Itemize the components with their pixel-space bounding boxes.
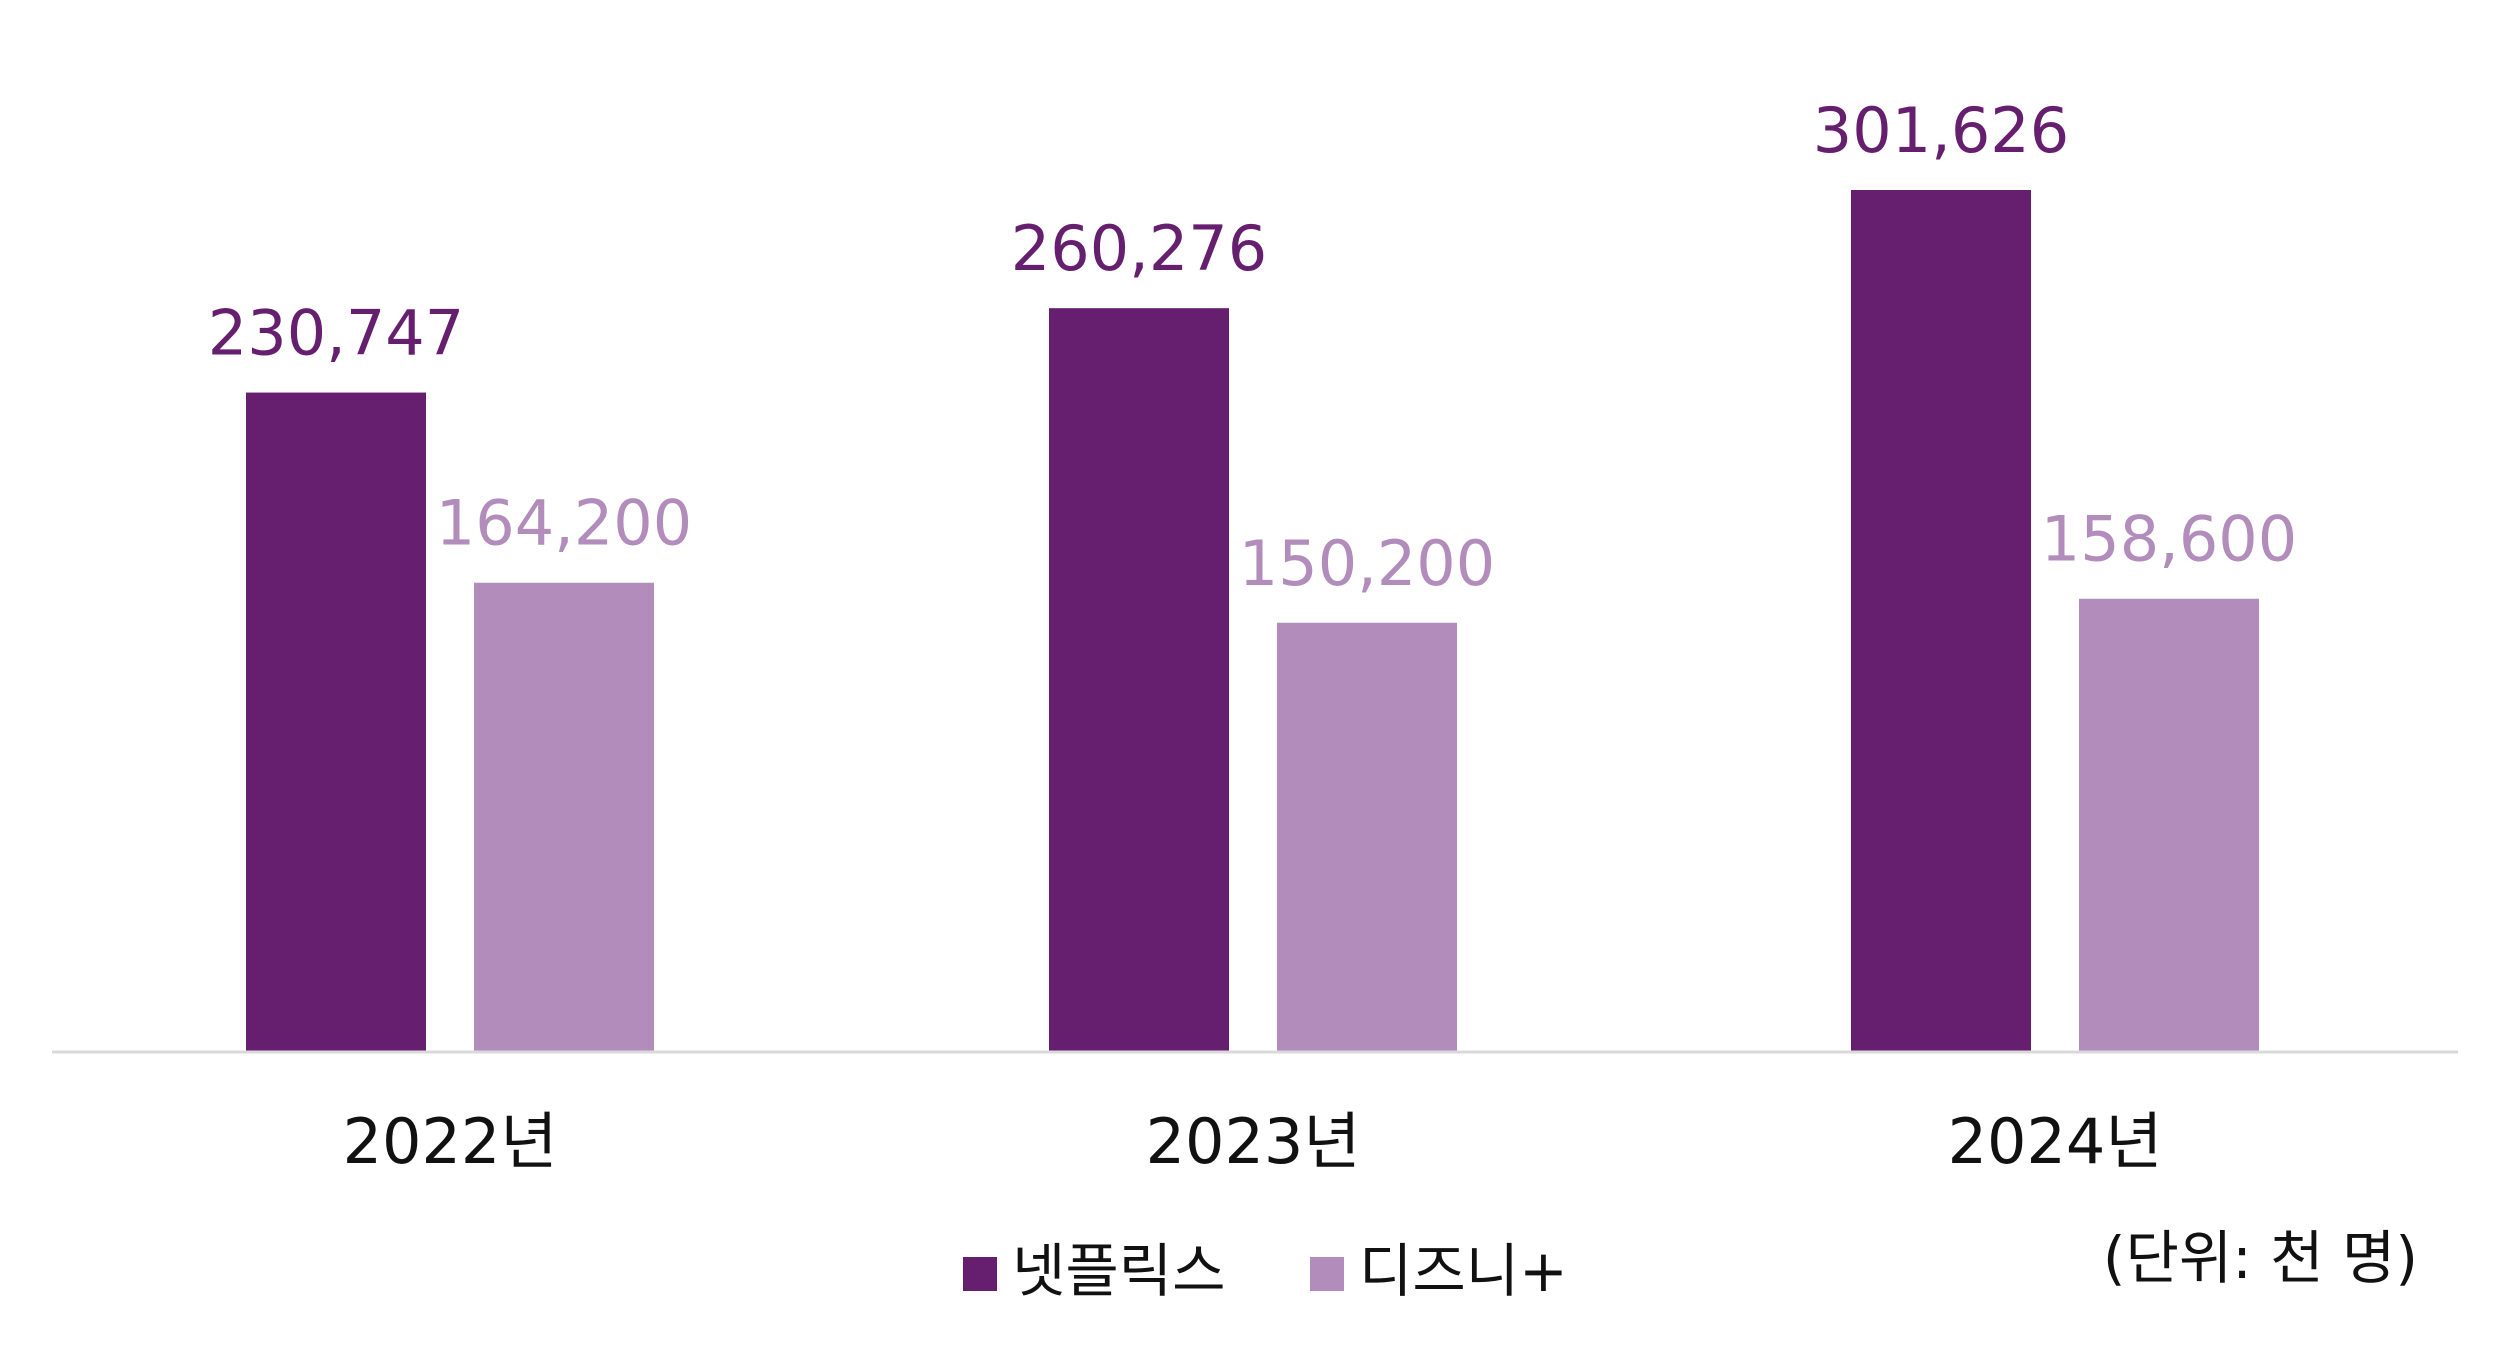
value-label-netflix-2023: 260,276 — [1011, 212, 1267, 285]
legend-label-netflix: 넷플릭스 — [1012, 1237, 1225, 1305]
bar-netflix-2022 — [246, 392, 426, 1052]
bars-group — [246, 190, 2259, 1052]
category-label-2023: 2023년 — [1146, 1105, 1361, 1178]
legend-swatch-netflix — [963, 1257, 997, 1291]
bar-disney-2022 — [474, 582, 654, 1052]
value-label-disney-2024: 158,600 — [2041, 503, 2297, 576]
unit-note: (단위: 천 명) — [2103, 1224, 2418, 1292]
value-label-disney-2022: 164,200 — [436, 487, 692, 560]
bar-disney-2024 — [2079, 598, 2259, 1052]
value-labels-group: 230,747 260,276 301,626 164,200 150,200 158,6… — [208, 94, 2297, 600]
bar-disney-2023 — [1277, 622, 1457, 1052]
value-label-netflix-2022: 230,747 — [208, 297, 464, 370]
legend: 넷플릭스 디즈니+ — [963, 1237, 1568, 1305]
value-label-disney-2023: 150,200 — [1239, 527, 1495, 600]
bar-netflix-2024 — [1851, 190, 2031, 1052]
category-label-2022: 2022년 — [343, 1105, 558, 1178]
value-label-netflix-2024: 301,626 — [1813, 94, 2069, 167]
legend-label-disney: 디즈니+ — [1359, 1237, 1568, 1305]
category-labels-group: 2022년 2023년 2024년 — [343, 1105, 2163, 1178]
bar-netflix-2023 — [1049, 308, 1229, 1052]
legend-swatch-disney — [1310, 1257, 1344, 1291]
category-label-2024: 2024년 — [1948, 1105, 2163, 1178]
